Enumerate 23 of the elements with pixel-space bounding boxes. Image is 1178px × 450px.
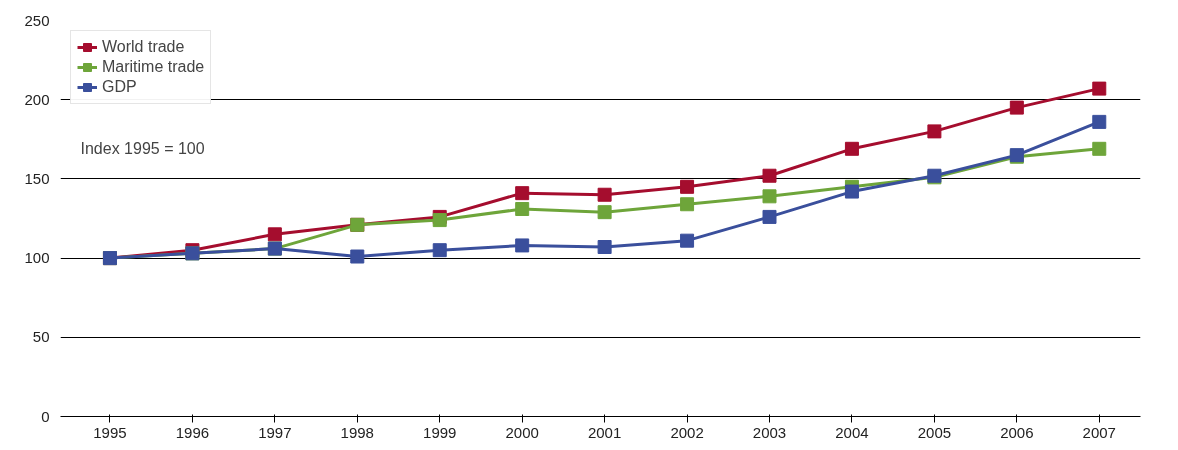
x-tick-label: 2001: [587, 423, 622, 441]
annotation: Index 1995 = 100: [80, 139, 205, 157]
x-tick-label: 2002: [670, 423, 704, 441]
legend-label: Maritime trade: [102, 58, 205, 76]
x-tick-label: 2006: [1000, 423, 1034, 441]
x-tick-label: 2004: [835, 423, 869, 441]
x-tick-label: 1995: [93, 423, 127, 441]
y-tick-label: 0: [41, 407, 50, 425]
legend-label: GDP: [102, 78, 137, 96]
x-tick-label: 1999: [423, 423, 457, 441]
y-tick-label: 150: [24, 169, 50, 187]
x-tick-label: 1996: [175, 423, 210, 441]
x-tick-label: 2003: [752, 423, 787, 441]
legend-label: World trade: [102, 38, 185, 56]
x-tick-label: 2005: [917, 423, 952, 441]
x-tick-label: 2000: [505, 423, 539, 441]
y-tick-label: 100: [24, 249, 50, 267]
y-tick-label: 250: [24, 11, 50, 29]
x-tick-label: 2007: [1082, 423, 1116, 441]
x-tick-label: 1997: [258, 423, 292, 441]
y-tick-label: 50: [32, 328, 50, 346]
x-tick-label: 1998: [340, 423, 374, 441]
y-tick-label: 200: [24, 90, 50, 108]
